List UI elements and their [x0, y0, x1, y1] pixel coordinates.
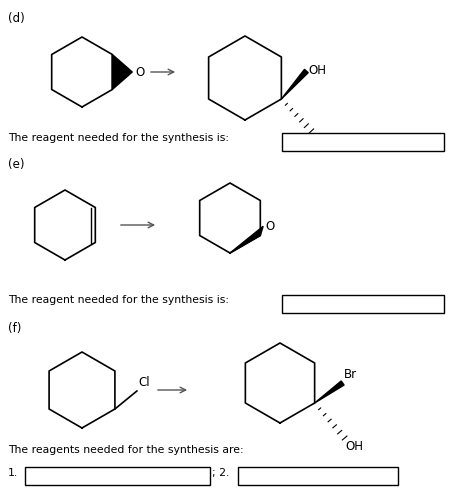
Text: The reagents needed for the synthesis are:: The reagents needed for the synthesis ar… [8, 445, 243, 455]
Text: Br: Br [344, 368, 357, 381]
Text: The reagent needed for the synthesis is:: The reagent needed for the synthesis is: [8, 295, 229, 305]
Text: O: O [265, 220, 274, 233]
Bar [282, 133, 444, 151]
Text: (f): (f) [8, 322, 21, 335]
Text: (e): (e) [8, 158, 25, 171]
Polygon shape [315, 381, 344, 403]
Text: The reagent needed for the synthesis is:: The reagent needed for the synthesis is: [8, 133, 229, 143]
Text: O: O [135, 65, 145, 79]
Polygon shape [112, 55, 132, 89]
Text: OH: OH [346, 440, 364, 453]
Polygon shape [230, 226, 263, 253]
Text: (d): (d) [8, 12, 25, 25]
Text: Cl: Cl [138, 376, 150, 389]
Bar [282, 295, 444, 313]
Text: OH: OH [313, 133, 330, 146]
Bar [238, 467, 398, 485]
Polygon shape [281, 69, 308, 99]
Text: 1.: 1. [8, 468, 18, 478]
Text: ; 2.: ; 2. [212, 468, 229, 478]
Text: OH: OH [308, 63, 326, 77]
Bar [25, 467, 210, 485]
